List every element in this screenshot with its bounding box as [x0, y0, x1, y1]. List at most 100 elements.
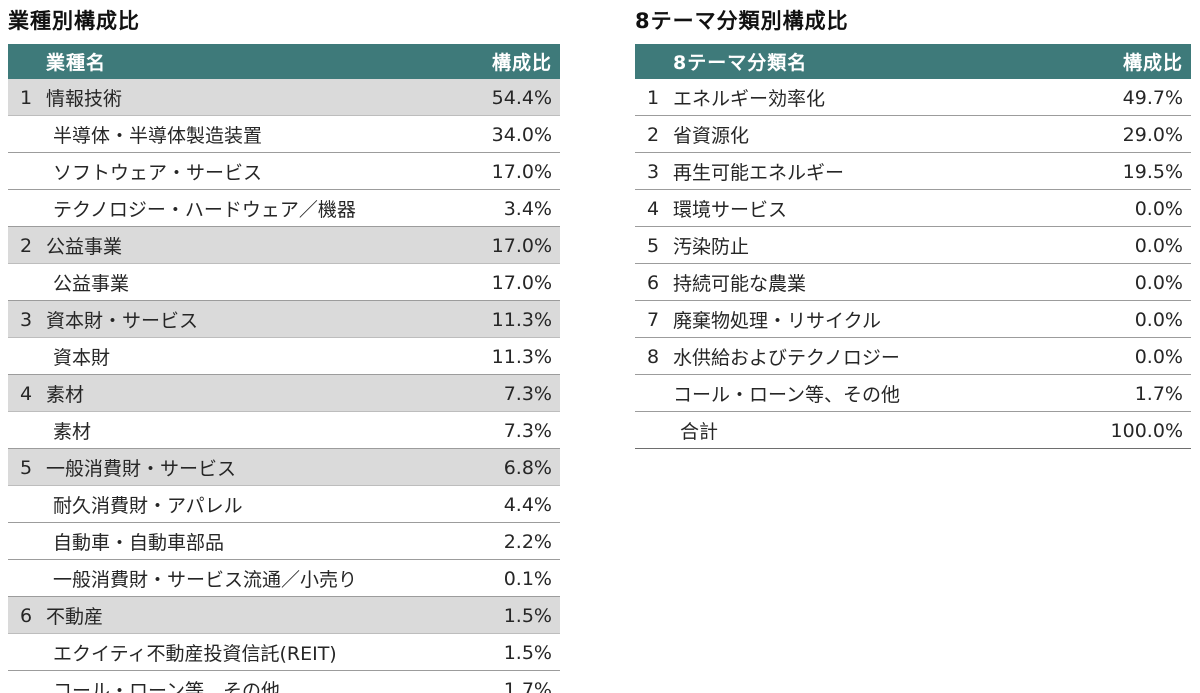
- row-label: 素材: [53, 421, 92, 443]
- row-number: [8, 190, 44, 227]
- row-number: [8, 671, 44, 693]
- row-value: 1.5%: [503, 604, 552, 627]
- row-value: 1.7%: [1134, 382, 1183, 405]
- header-value-cell: 構成比: [448, 44, 560, 79]
- row-value: 54.4%: [491, 86, 552, 109]
- table-row: 1 情報技術 54.4%: [8, 79, 560, 116]
- table-row: 7 廃棄物処理・リサイクル 0.0%: [635, 301, 1191, 338]
- row-label: 情報技術: [46, 88, 123, 110]
- table-row: 6 不動産 1.5%: [8, 596, 560, 634]
- row-number: 2: [20, 234, 33, 257]
- row-label: 一般消費財・サービス: [46, 458, 237, 480]
- row-label: 環境サービス: [673, 199, 788, 221]
- theme-table-header-row: 8テーマ分類名 構成比: [635, 44, 1191, 79]
- row-number: [8, 264, 44, 301]
- row-value: 0.0%: [1134, 197, 1183, 220]
- table-row: 5 汚染防止 0.0%: [635, 227, 1191, 264]
- row-label: 持続可能な農業: [673, 273, 807, 295]
- row-label: テクノロジー・ハードウェア／機器: [53, 199, 356, 221]
- row-label: ソフトウェア・サービス: [53, 162, 263, 184]
- header-number-cell: [635, 44, 671, 79]
- row-value: 11.3%: [491, 308, 552, 331]
- table-row: 8 水供給およびテクノロジー 0.0%: [635, 338, 1191, 375]
- row-value: 17.0%: [491, 271, 552, 294]
- row-label: 不動産: [46, 606, 104, 628]
- row-value: 19.5%: [1122, 160, 1183, 183]
- row-value: 49.7%: [1122, 86, 1183, 109]
- row-value: 1.5%: [503, 641, 552, 664]
- row-label: 素材: [46, 384, 85, 406]
- row-value: 0.0%: [1134, 234, 1183, 257]
- table-row: エクイティ不動産投資信託(REIT) 1.5%: [8, 634, 560, 671]
- row-label: 再生可能エネルギー: [673, 162, 845, 184]
- row-label: エクイティ不動産投資信託(REIT): [53, 643, 337, 665]
- table-row: 合計 100.0%: [635, 412, 1191, 449]
- header-name-cell: 業種名: [44, 44, 448, 79]
- row-number: [8, 338, 44, 375]
- row-number: 6: [647, 271, 660, 294]
- row-number: [8, 116, 44, 153]
- table-row: 6 持続可能な農業 0.0%: [635, 264, 1191, 301]
- row-number: 6: [20, 604, 33, 627]
- table-row: 一般消費財・サービス流通／小売り 0.1%: [8, 560, 560, 597]
- table-row: 2 公益事業 17.0%: [8, 226, 560, 264]
- row-value: 11.3%: [491, 345, 552, 368]
- theme-table-title: 8テーマ分類別構成比: [635, 9, 849, 33]
- row-number: 4: [647, 197, 660, 220]
- row-number: 3: [20, 308, 33, 331]
- table-row: 半導体・半導体製造装置 34.0%: [8, 116, 560, 153]
- row-number: 4: [20, 382, 33, 405]
- row-value: 1.7%: [503, 678, 552, 693]
- row-label: コール・ローン等、その他: [53, 680, 281, 693]
- row-value: 17.0%: [491, 160, 552, 183]
- header-value-cell: 構成比: [1079, 44, 1191, 79]
- table-row: 素材 7.3%: [8, 412, 560, 449]
- row-number: 1: [647, 86, 660, 109]
- row-number: [635, 375, 671, 412]
- table-row: 自動車・自動車部品 2.2%: [8, 523, 560, 560]
- row-value: 0.1%: [503, 567, 552, 590]
- row-label: 廃棄物処理・リサイクル: [673, 310, 882, 332]
- table-row: コール・ローン等、その他 1.7%: [8, 671, 560, 693]
- table-row: 3 再生可能エネルギー 19.5%: [635, 153, 1191, 190]
- row-number: [635, 412, 671, 449]
- row-number: [8, 634, 44, 671]
- row-value: 29.0%: [1122, 123, 1183, 146]
- row-label: 半導体・半導体製造装置: [53, 125, 263, 147]
- row-label: コール・ローン等、その他: [673, 384, 901, 406]
- row-label: 公益事業: [46, 236, 123, 258]
- row-label: 自動車・自動車部品: [53, 532, 225, 554]
- row-number: [8, 560, 44, 597]
- row-number: 2: [647, 123, 660, 146]
- row-value: 34.0%: [491, 123, 552, 146]
- row-value: 4.4%: [503, 493, 552, 516]
- table-row: 3 資本財・サービス 11.3%: [8, 300, 560, 338]
- row-value: 0.0%: [1134, 308, 1183, 331]
- table-row: 5 一般消費財・サービス 6.8%: [8, 448, 560, 486]
- table-row: ソフトウェア・サービス 17.0%: [8, 153, 560, 190]
- header-number-cell: [8, 44, 44, 79]
- row-number: [8, 523, 44, 560]
- table-row: テクノロジー・ハードウェア／機器 3.4%: [8, 190, 560, 227]
- table-row: 耐久消費財・アパレル 4.4%: [8, 486, 560, 523]
- row-value: 100.0%: [1110, 419, 1183, 442]
- row-number: 7: [647, 308, 660, 331]
- table-row: 公益事業 17.0%: [8, 264, 560, 301]
- row-number: [8, 486, 44, 523]
- row-label: 耐久消費財・アパレル: [53, 495, 243, 517]
- row-value: 7.3%: [503, 382, 552, 405]
- industry-table-title: 業種別構成比: [8, 9, 140, 33]
- industry-table-header-row: 業種名 構成比: [8, 44, 560, 79]
- row-label: 省資源化: [673, 125, 750, 147]
- table-row: 2 省資源化 29.0%: [635, 116, 1191, 153]
- row-label: 一般消費財・サービス流通／小売り: [53, 569, 358, 591]
- theme-table: 8テーマ分類名 構成比 1 エネルギー効率化 49.7% 2 省資源化 29.0% 3 再生可…: [635, 44, 1191, 449]
- row-label: エネルギー効率化: [673, 88, 826, 110]
- row-number: 1: [20, 86, 33, 109]
- row-value: 3.4%: [503, 197, 552, 220]
- row-number: [8, 153, 44, 190]
- row-number: 5: [20, 456, 33, 479]
- table-row: 資本財 11.3%: [8, 338, 560, 375]
- row-value: 2.2%: [503, 530, 552, 553]
